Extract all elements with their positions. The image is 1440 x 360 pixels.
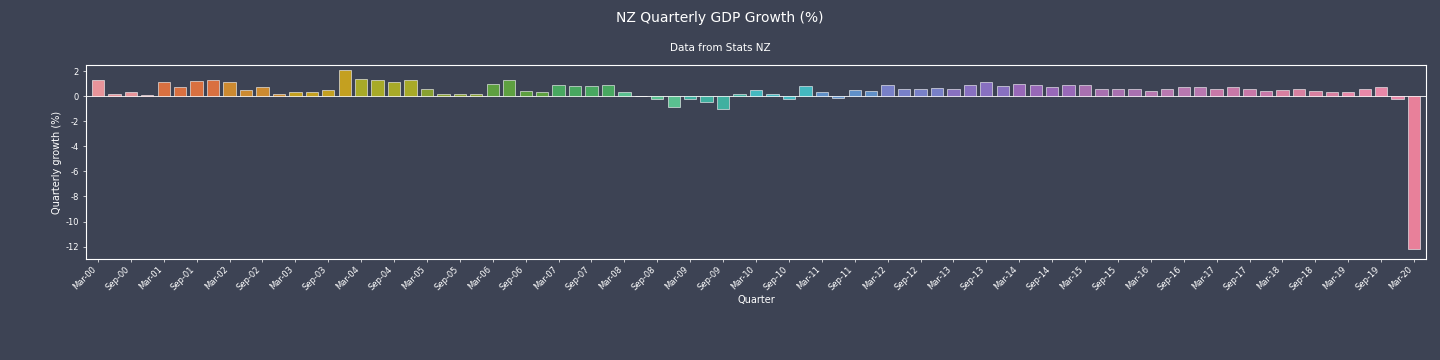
Bar xyxy=(948,89,959,96)
Bar xyxy=(881,85,894,96)
Bar xyxy=(356,78,367,96)
Bar xyxy=(914,89,927,96)
Bar xyxy=(981,82,992,96)
Bar xyxy=(338,70,351,96)
Bar xyxy=(635,95,647,96)
Bar xyxy=(618,92,631,96)
Bar xyxy=(372,80,384,96)
X-axis label: Quarter: Quarter xyxy=(737,295,775,305)
Bar xyxy=(783,96,795,99)
Bar xyxy=(438,94,449,96)
Bar xyxy=(684,96,697,99)
Bar xyxy=(651,96,664,99)
Bar xyxy=(569,86,582,96)
Bar xyxy=(503,80,516,96)
Bar xyxy=(1079,85,1092,96)
Bar xyxy=(733,94,746,96)
Bar xyxy=(963,85,976,96)
Bar xyxy=(717,96,729,109)
Bar xyxy=(1161,89,1174,96)
Bar xyxy=(865,90,877,96)
Bar xyxy=(405,80,416,96)
Bar xyxy=(1260,90,1272,96)
Bar xyxy=(223,82,236,96)
Bar xyxy=(454,94,467,96)
Bar xyxy=(157,82,170,96)
Bar xyxy=(1358,89,1371,96)
Bar xyxy=(996,86,1009,96)
Bar xyxy=(668,96,680,107)
Bar xyxy=(1030,85,1043,96)
Bar xyxy=(848,90,861,96)
Bar xyxy=(323,90,334,96)
Bar xyxy=(1227,87,1240,96)
Text: Data from Stats NZ: Data from Stats NZ xyxy=(670,43,770,53)
Bar xyxy=(1128,89,1140,96)
Bar xyxy=(469,94,482,96)
Bar xyxy=(1178,87,1189,96)
Bar xyxy=(1194,87,1207,96)
Bar xyxy=(1112,89,1125,96)
Bar xyxy=(700,96,713,103)
Bar xyxy=(1276,90,1289,96)
Bar xyxy=(750,90,762,96)
Bar xyxy=(1243,89,1256,96)
Bar xyxy=(1045,87,1058,96)
Bar xyxy=(553,85,564,96)
Bar xyxy=(832,96,844,98)
Bar xyxy=(1096,89,1107,96)
Bar xyxy=(125,93,137,96)
Bar xyxy=(1375,87,1387,96)
Bar xyxy=(766,94,779,96)
Bar xyxy=(930,88,943,96)
Bar xyxy=(585,86,598,96)
Bar xyxy=(1342,92,1355,96)
Bar xyxy=(1211,89,1223,96)
Bar xyxy=(536,93,549,96)
Bar xyxy=(1014,84,1025,96)
Bar xyxy=(1391,96,1404,99)
Bar xyxy=(240,90,252,96)
Bar xyxy=(190,81,203,96)
Bar xyxy=(174,87,186,96)
Bar xyxy=(108,94,121,96)
Bar xyxy=(815,93,828,96)
Bar xyxy=(272,94,285,96)
Bar xyxy=(1145,90,1156,96)
Bar xyxy=(899,89,910,96)
Bar xyxy=(420,89,433,96)
Bar xyxy=(207,80,219,96)
Bar xyxy=(1063,85,1074,96)
Bar xyxy=(602,85,613,96)
Bar xyxy=(1309,90,1322,96)
Bar xyxy=(289,93,301,96)
Y-axis label: Quarterly growth (%): Quarterly growth (%) xyxy=(52,111,62,213)
Text: NZ Quarterly GDP Growth (%): NZ Quarterly GDP Growth (%) xyxy=(616,11,824,25)
Bar xyxy=(799,86,812,96)
Bar xyxy=(487,84,498,96)
Bar xyxy=(92,80,104,96)
Bar xyxy=(520,91,531,96)
Bar xyxy=(305,93,318,96)
Bar xyxy=(1408,96,1420,249)
Bar xyxy=(387,82,400,96)
Bar xyxy=(141,95,154,96)
Bar xyxy=(1326,92,1338,96)
Bar xyxy=(1293,89,1305,96)
Bar xyxy=(256,87,269,96)
